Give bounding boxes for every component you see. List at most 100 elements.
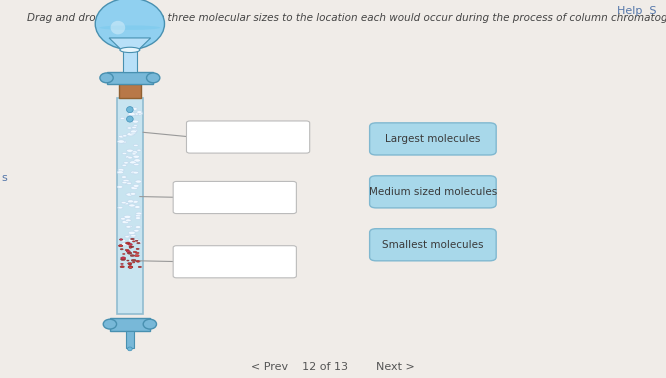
- Ellipse shape: [137, 242, 140, 244]
- Ellipse shape: [135, 254, 139, 257]
- Ellipse shape: [127, 115, 133, 118]
- Ellipse shape: [135, 226, 141, 228]
- Ellipse shape: [134, 159, 141, 162]
- Text: Help  S: Help S: [617, 6, 656, 15]
- Ellipse shape: [124, 215, 131, 218]
- Ellipse shape: [147, 73, 160, 83]
- Ellipse shape: [134, 113, 138, 115]
- Ellipse shape: [123, 253, 125, 254]
- Ellipse shape: [131, 238, 135, 240]
- Text: Drag and drop each of the three molecular sizes to the location each would occur: Drag and drop each of the three molecula…: [27, 13, 666, 23]
- Ellipse shape: [132, 200, 139, 203]
- Ellipse shape: [130, 161, 136, 164]
- Ellipse shape: [120, 47, 140, 53]
- Ellipse shape: [136, 112, 143, 115]
- Ellipse shape: [126, 193, 133, 196]
- Ellipse shape: [121, 258, 125, 260]
- Ellipse shape: [130, 131, 136, 134]
- Ellipse shape: [122, 220, 129, 224]
- FancyBboxPatch shape: [370, 176, 496, 208]
- Ellipse shape: [133, 171, 139, 174]
- Ellipse shape: [134, 239, 139, 240]
- Ellipse shape: [138, 266, 141, 268]
- Ellipse shape: [128, 266, 133, 268]
- Ellipse shape: [134, 113, 139, 115]
- Ellipse shape: [119, 245, 123, 247]
- Ellipse shape: [121, 217, 126, 220]
- FancyBboxPatch shape: [126, 331, 134, 348]
- Ellipse shape: [121, 263, 123, 265]
- Ellipse shape: [128, 112, 135, 116]
- Ellipse shape: [124, 203, 129, 205]
- Ellipse shape: [133, 262, 135, 263]
- Ellipse shape: [128, 347, 132, 351]
- Ellipse shape: [127, 116, 133, 122]
- Ellipse shape: [135, 180, 142, 183]
- Ellipse shape: [128, 156, 133, 159]
- Ellipse shape: [135, 240, 138, 242]
- Ellipse shape: [131, 130, 137, 133]
- Text: Smallest molecules: Smallest molecules: [382, 240, 484, 250]
- Ellipse shape: [95, 0, 165, 50]
- FancyBboxPatch shape: [117, 98, 143, 314]
- FancyBboxPatch shape: [370, 123, 496, 155]
- FancyBboxPatch shape: [110, 318, 150, 331]
- Ellipse shape: [132, 153, 137, 155]
- Ellipse shape: [137, 111, 142, 113]
- Ellipse shape: [120, 266, 125, 268]
- Ellipse shape: [119, 239, 123, 240]
- Ellipse shape: [131, 234, 136, 237]
- Ellipse shape: [127, 149, 133, 152]
- Ellipse shape: [131, 171, 137, 174]
- Ellipse shape: [129, 264, 131, 265]
- Ellipse shape: [127, 107, 133, 113]
- Ellipse shape: [122, 152, 127, 155]
- Text: s: s: [1, 173, 7, 183]
- Ellipse shape: [125, 219, 131, 222]
- Text: Largest molecules: Largest molecules: [385, 134, 481, 144]
- Ellipse shape: [127, 127, 132, 129]
- Ellipse shape: [100, 73, 113, 83]
- Ellipse shape: [129, 246, 133, 248]
- Ellipse shape: [125, 242, 131, 244]
- Ellipse shape: [120, 117, 125, 119]
- FancyBboxPatch shape: [173, 246, 296, 278]
- Ellipse shape: [123, 180, 129, 183]
- Ellipse shape: [118, 169, 124, 171]
- Ellipse shape: [132, 126, 137, 129]
- Ellipse shape: [134, 163, 139, 166]
- Ellipse shape: [123, 162, 129, 164]
- Ellipse shape: [127, 260, 129, 261]
- Ellipse shape: [125, 181, 131, 184]
- Polygon shape: [109, 38, 151, 51]
- Ellipse shape: [122, 181, 127, 184]
- Ellipse shape: [111, 21, 125, 34]
- Ellipse shape: [121, 141, 127, 143]
- Ellipse shape: [133, 144, 139, 147]
- Ellipse shape: [123, 135, 127, 137]
- Ellipse shape: [129, 247, 132, 248]
- Ellipse shape: [136, 260, 140, 262]
- Ellipse shape: [119, 135, 125, 138]
- Ellipse shape: [99, 25, 161, 30]
- Ellipse shape: [122, 164, 127, 166]
- Ellipse shape: [133, 125, 138, 127]
- Ellipse shape: [133, 184, 139, 187]
- Ellipse shape: [118, 206, 123, 209]
- Ellipse shape: [131, 129, 138, 132]
- Ellipse shape: [127, 183, 131, 184]
- Ellipse shape: [121, 240, 126, 242]
- Ellipse shape: [128, 266, 133, 268]
- Text: Medium sized molecules: Medium sized molecules: [369, 187, 497, 197]
- Ellipse shape: [128, 243, 133, 245]
- Ellipse shape: [123, 181, 128, 184]
- Ellipse shape: [133, 241, 135, 242]
- Ellipse shape: [135, 206, 141, 208]
- Ellipse shape: [125, 235, 129, 238]
- Ellipse shape: [127, 225, 133, 228]
- FancyBboxPatch shape: [173, 181, 296, 214]
- Ellipse shape: [129, 204, 135, 207]
- Ellipse shape: [135, 252, 139, 254]
- Ellipse shape: [129, 231, 135, 234]
- Ellipse shape: [103, 319, 117, 329]
